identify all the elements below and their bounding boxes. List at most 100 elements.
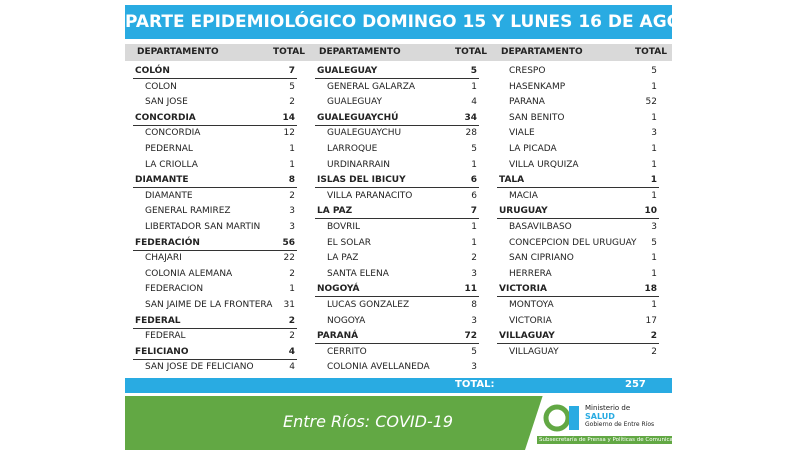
case-count: 5 — [289, 81, 295, 92]
case-count: 3 — [471, 268, 477, 279]
case-count: 56 — [282, 237, 295, 248]
locality-name: SAN JAIME DE LA FRONTERA — [145, 300, 273, 310]
locality-name: HERRERA — [509, 268, 552, 279]
department-name: PARANÁ — [317, 331, 359, 342]
case-count: 2 — [289, 190, 295, 201]
case-count: 7 — [288, 66, 295, 76]
case-count: 3 — [651, 222, 657, 232]
infographic: PARTE EPIDEMIOLÓGICO DOMINGO 15 Y LUNES … — [125, 0, 719, 450]
locality-name: LARROQUE — [327, 144, 378, 154]
locality-name: DIAMANTE — [145, 190, 193, 201]
case-count: 6 — [471, 190, 477, 201]
department-name: GUALEGUAYCHÚ — [317, 112, 399, 123]
locality-name: FEDERAL — [145, 331, 186, 342]
case-count: 1 — [471, 222, 477, 232]
column-header: DEPARTAMENTO — [319, 47, 401, 57]
locality-name: PARANA — [509, 97, 545, 108]
department-name: TALA — [499, 175, 525, 186]
department-name: FEDERAL — [135, 315, 181, 326]
department-name: ISLAS DEL IBICUY — [317, 175, 406, 186]
locality-name: SANTA ELENA — [327, 268, 389, 279]
underline — [497, 187, 659, 189]
underline — [133, 187, 297, 189]
footer-caption: Entre Ríos: COVID-19 — [283, 412, 454, 431]
case-count: 1 — [650, 175, 657, 186]
total-bar: TOTAL: 257 — [125, 378, 672, 393]
case-count: 5 — [470, 66, 477, 76]
locality-name: MONTOYA — [509, 300, 554, 310]
case-count: 18 — [644, 284, 657, 295]
locality-name: VILLA PARANACITO — [327, 190, 413, 201]
case-count: 1 — [471, 159, 477, 170]
locality-name: SAN JOSE — [145, 97, 188, 108]
underline — [315, 296, 479, 298]
case-count: 2 — [289, 331, 295, 342]
locality-name: GENERAL RAMIREZ — [145, 206, 231, 217]
locality-name: COLON — [145, 81, 177, 92]
column-header: TOTAL — [635, 47, 667, 57]
underline — [133, 124, 297, 126]
case-count: 1 — [651, 81, 657, 92]
department-name: FELICIANO — [135, 346, 189, 357]
case-count: 1 — [651, 190, 657, 201]
case-count: 14 — [282, 112, 295, 123]
underline — [133, 78, 297, 79]
underline — [133, 327, 297, 329]
case-count: 1 — [471, 237, 477, 248]
case-count: 3 — [289, 206, 295, 217]
locality-name: VIALE — [509, 128, 535, 139]
locality-name: LA PAZ — [327, 253, 359, 264]
case-count: 1 — [651, 300, 657, 310]
locality-name: SAN BENITO — [509, 112, 565, 123]
case-count: 2 — [289, 268, 295, 279]
department-name: VICTORIA — [499, 284, 547, 295]
case-count: 11 — [464, 284, 477, 295]
locality-name: CRESPO — [509, 66, 546, 76]
case-count: 4 — [289, 362, 295, 373]
title: PARTE EPIDEMIOLÓGICO DOMINGO 15 Y LUNES … — [125, 5, 719, 39]
case-count: 1 — [289, 144, 295, 154]
case-count: 28 — [465, 128, 477, 139]
header-row — [125, 44, 672, 61]
case-count: 1 — [471, 81, 477, 92]
locality-name: EL SOLAR — [327, 237, 371, 248]
case-count: 1 — [289, 284, 295, 295]
department-name: COLÓN — [135, 66, 170, 76]
locality-name: GUALEGUAY — [327, 97, 382, 108]
column-header: DEPARTAMENTO — [137, 47, 219, 57]
underline — [315, 124, 479, 126]
department-name: LA PAZ — [317, 206, 353, 217]
locality-name: SAN CIPRIANO — [509, 253, 574, 264]
locality-name: LIBERTADOR SAN MARTIN — [145, 222, 261, 232]
locality-name: VICTORIA — [509, 315, 552, 326]
locality-name: BOVRIL — [327, 222, 361, 232]
underline — [315, 343, 479, 345]
case-count: 12 — [283, 128, 295, 139]
locality-name: VILLA URQUIZA — [509, 159, 579, 170]
underline — [497, 296, 659, 298]
department-name: CONCORDIA — [135, 112, 196, 123]
locality-name: HASENKAMP — [509, 81, 566, 92]
case-count: 52 — [645, 97, 657, 108]
case-count: 1 — [651, 144, 657, 154]
department-name: GUALEGUAY — [317, 66, 378, 76]
locality-name: COLONIA ALEMANA — [145, 268, 233, 279]
case-count: 6 — [470, 175, 477, 186]
case-count: 5 — [651, 66, 657, 76]
department-name: DIAMANTE — [135, 175, 189, 186]
case-count: 1 — [651, 253, 657, 264]
underline — [497, 218, 659, 220]
case-count: 3 — [471, 362, 477, 373]
locality-name: CONCORDIA — [145, 128, 201, 139]
case-count: 4 — [288, 346, 295, 357]
case-count: 8 — [471, 300, 477, 310]
case-count: 7 — [470, 206, 477, 217]
logo-text: Ministerio de — [585, 404, 631, 412]
underline — [315, 187, 479, 189]
column-header: TOTAL — [273, 47, 305, 57]
case-count: 1 — [651, 159, 657, 170]
locality-name: SAN JOSE DE FELICIANO — [145, 362, 254, 373]
case-count: 10 — [644, 206, 657, 217]
case-count: 2 — [289, 97, 295, 108]
